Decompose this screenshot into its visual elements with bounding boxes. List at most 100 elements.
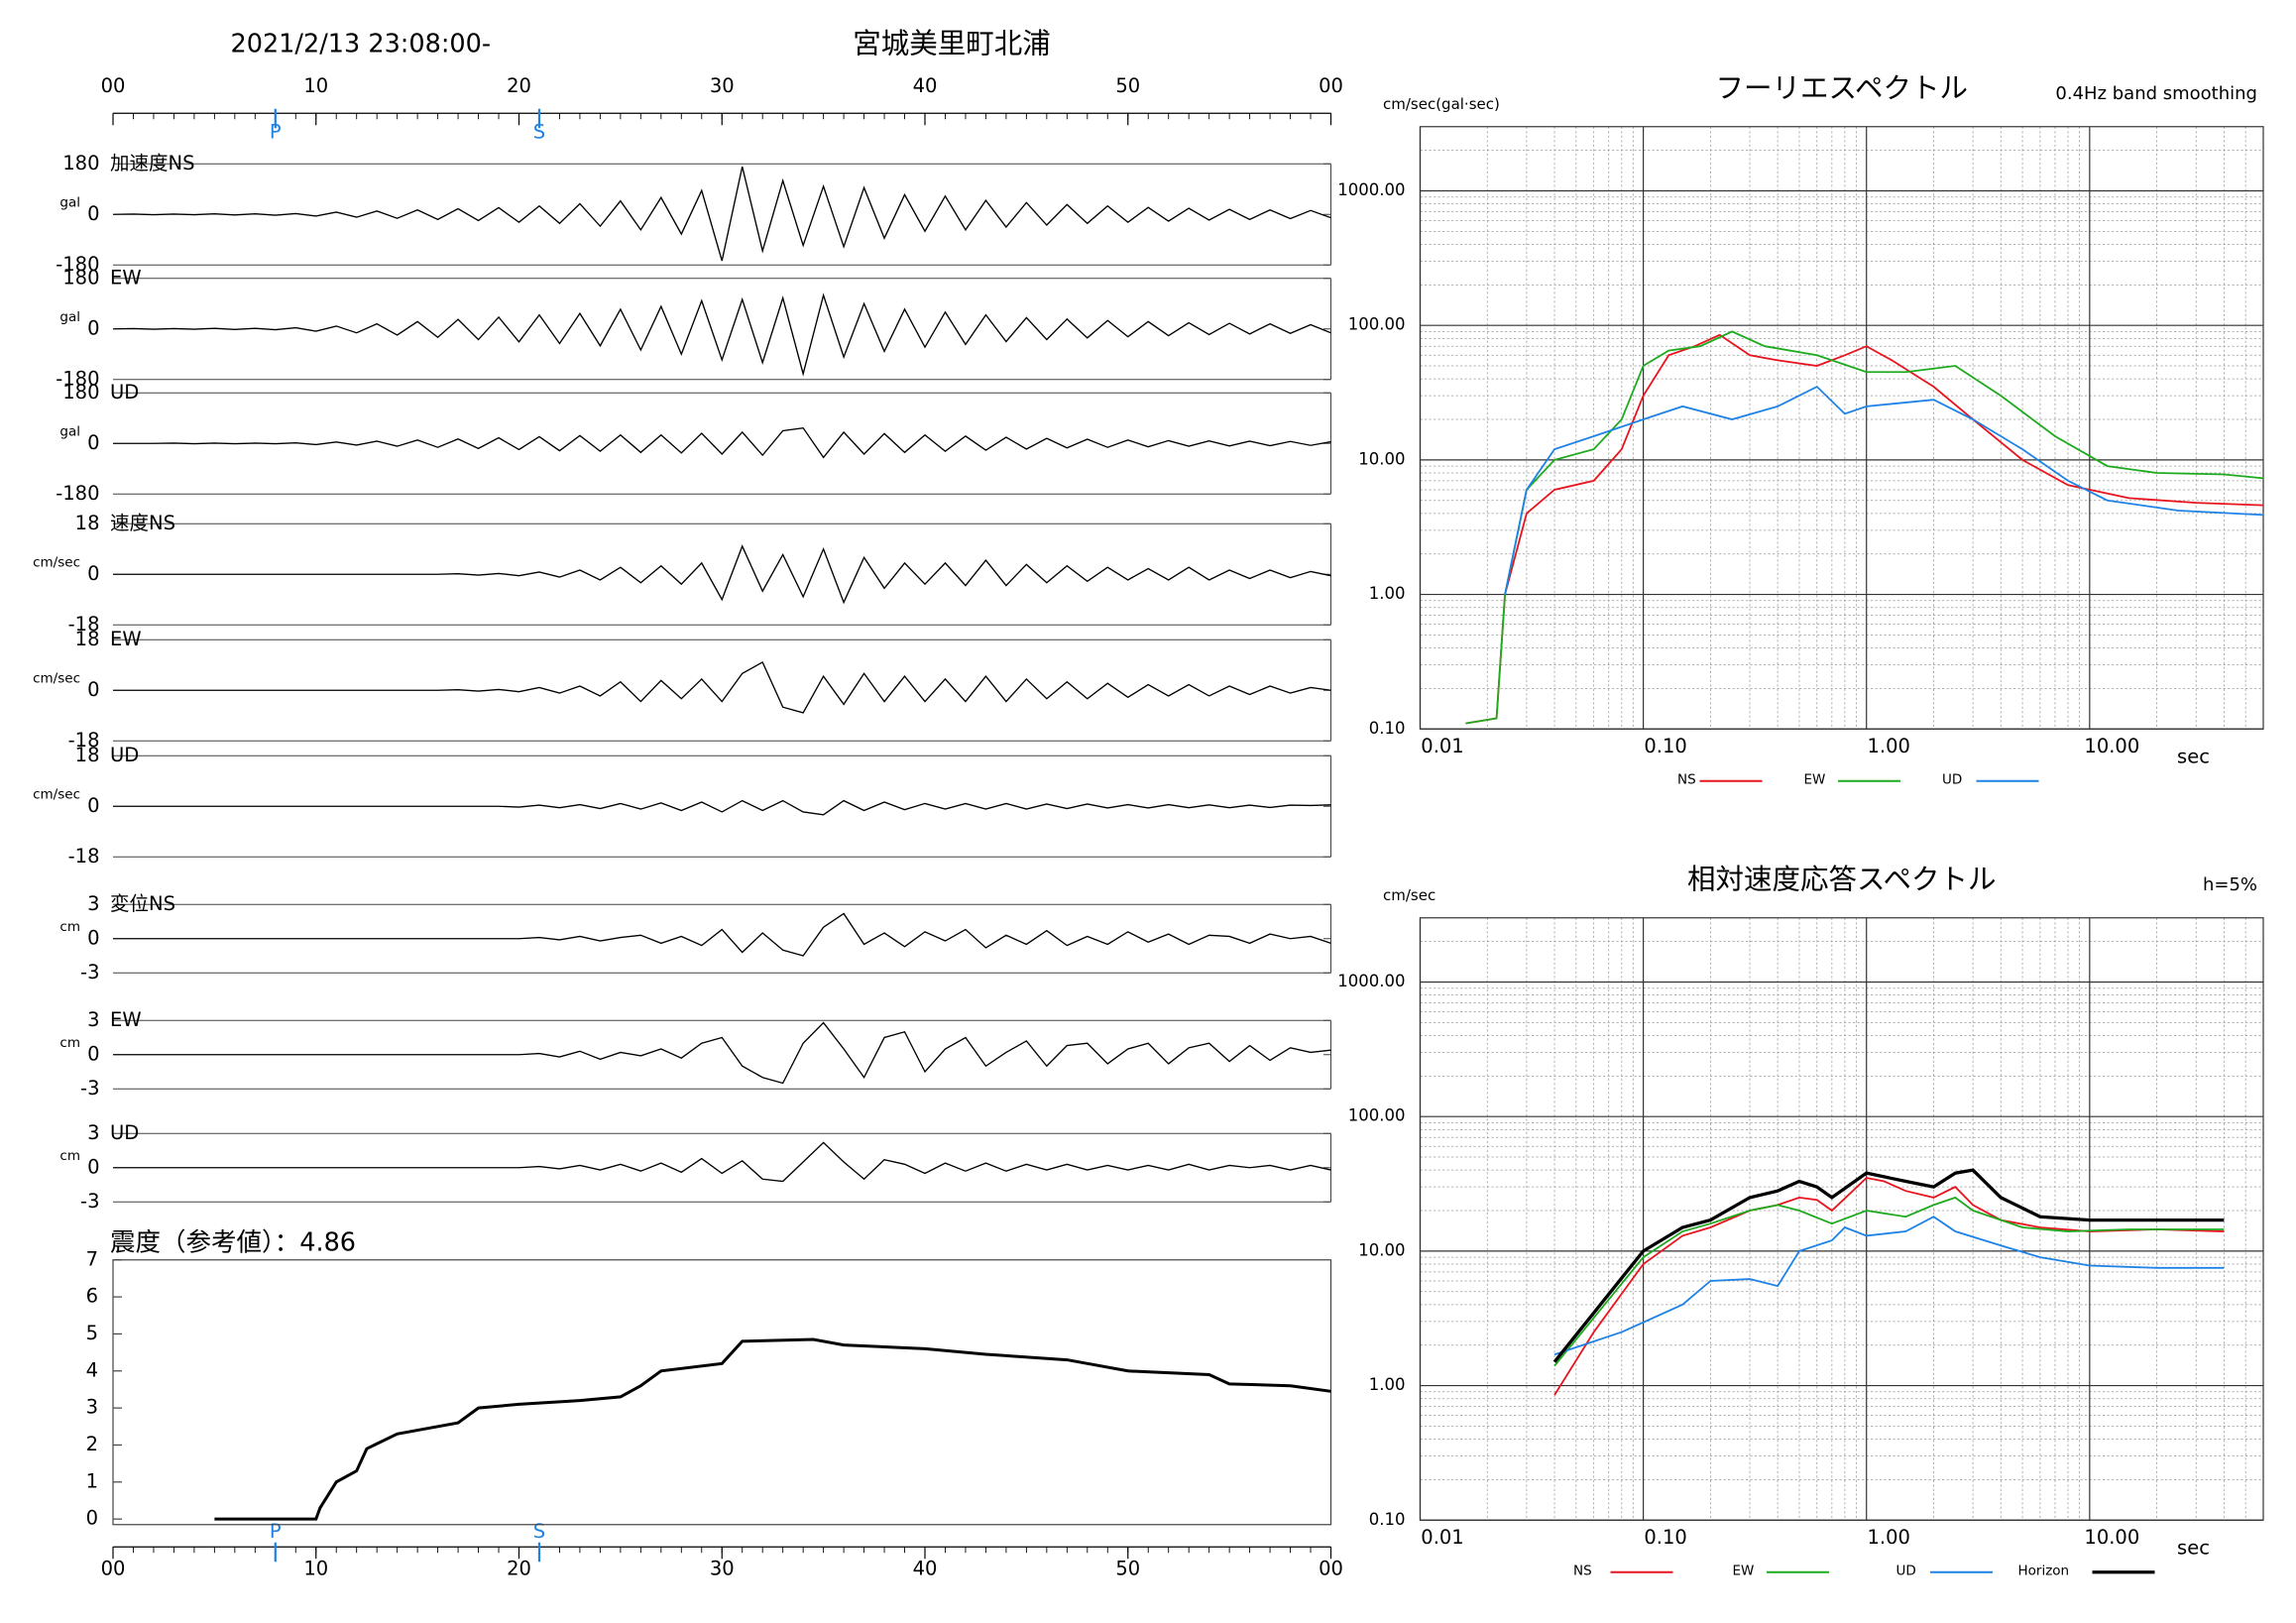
y-tick-label: 100.00 <box>1348 315 1406 334</box>
y-tick-label: 0.10 <box>1369 1510 1406 1529</box>
y-tick-label: 0 <box>86 1507 98 1530</box>
y-unit: cm <box>59 919 80 935</box>
x-tick-label: 40 <box>913 74 938 97</box>
panel-title: 加速度NS <box>110 152 194 174</box>
phase-label: S <box>533 120 545 143</box>
legend-label: UD <box>1942 771 1962 787</box>
legend-label: EW <box>1733 1563 1755 1578</box>
y-tick-label: 18 <box>75 744 100 766</box>
x-tick-label: 1.00 <box>1868 735 1910 757</box>
legend-label: NS <box>1573 1563 1592 1578</box>
x-tick-label: 50 <box>1115 1557 1140 1579</box>
y-tick-label: -3 <box>80 1077 99 1100</box>
waveform <box>113 544 1331 605</box>
x-axis-label: sec <box>2177 1536 2210 1559</box>
waveform <box>112 292 1331 377</box>
legend-label: Horizon <box>2018 1563 2070 1578</box>
y-unit: gal <box>59 423 80 439</box>
spectrum-line <box>1553 1196 2225 1367</box>
intensity-line <box>214 1337 1331 1521</box>
x-tick-label: 10.00 <box>2084 735 2139 757</box>
y-tick-label: 5 <box>86 1322 98 1344</box>
panel-frame <box>112 1259 1332 1526</box>
waveform <box>113 1021 1331 1085</box>
y-tick-label: 0.10 <box>1369 719 1406 738</box>
panel-title: 震度（参考値）：4.86 <box>110 1227 356 1257</box>
y-tick-label: -180 <box>56 482 99 505</box>
spectrum-line <box>1504 385 2264 595</box>
y-tick-label: 0 <box>87 678 99 701</box>
station-name: 宮城美里町北浦 <box>853 27 1051 59</box>
x-tick-label: 20 <box>507 1557 531 1579</box>
y-tick-label: 0 <box>87 926 99 949</box>
x-tick-label: 30 <box>710 74 735 97</box>
y-tick-label: 3 <box>86 1396 98 1419</box>
x-axis-label: sec <box>2177 745 2210 767</box>
x-tick-label: 00 <box>1319 74 1343 97</box>
y-tick-label: 0 <box>87 1042 99 1065</box>
y-unit: gal <box>59 194 80 210</box>
spectrum-line <box>1553 1216 2225 1356</box>
waveform <box>113 426 1331 459</box>
y-unit: cm/sec <box>33 670 80 686</box>
x-tick-label: 0.01 <box>1421 735 1463 757</box>
x-tick-label: 50 <box>1115 74 1140 97</box>
y-tick-label: 4 <box>86 1358 98 1381</box>
spectrum-line <box>1465 333 2264 725</box>
x-tick-label: 0.10 <box>1644 1526 1686 1549</box>
y-tick-label: 1000.00 <box>1337 180 1405 199</box>
spectrum-line <box>1552 1168 2225 1363</box>
x-tick-label: 0.10 <box>1644 735 1686 757</box>
panel-title: UD <box>110 744 139 766</box>
y-tick-label: 0 <box>87 1155 99 1178</box>
y-tick-label: 6 <box>86 1285 98 1308</box>
legend-label: UD <box>1896 1563 1916 1578</box>
legend-label: EW <box>1804 771 1826 787</box>
panel-title: 速度NS <box>110 512 175 534</box>
x-tick-label: 30 <box>710 1557 735 1579</box>
y-unit: cm/sec <box>33 554 80 570</box>
phase-label: S <box>533 1520 545 1543</box>
x-tick-label: 10.00 <box>2084 1526 2139 1549</box>
panel-title: EW <box>110 1008 142 1031</box>
x-tick-label: 00 <box>101 1557 126 1579</box>
y-tick-label: -3 <box>80 961 99 984</box>
y-tick-label: 1.00 <box>1369 1375 1406 1394</box>
panel-title: UD <box>110 381 139 404</box>
waveform <box>113 1141 1331 1183</box>
y-tick-label: -18 <box>68 613 100 636</box>
waveform <box>112 166 1331 262</box>
chart-title: フーリエスペクトル <box>1715 71 1968 104</box>
y-tick-label: 0 <box>87 431 99 454</box>
y-unit: cm/sec <box>33 786 80 802</box>
y-axis-label: cm/sec(gal·sec) <box>1383 95 1500 113</box>
panel-title: 変位NS <box>110 892 175 915</box>
y-tick-label: 100.00 <box>1348 1106 1406 1125</box>
y-axis-label: cm/sec <box>1383 886 1435 904</box>
x-tick-label: 00 <box>101 74 126 97</box>
panel-title: EW <box>110 628 142 650</box>
y-unit: cm <box>59 1035 80 1051</box>
y-tick-label: 180 <box>62 152 99 174</box>
waveform <box>113 912 1331 957</box>
phase-label: P <box>270 120 282 143</box>
y-tick-label: -3 <box>80 1190 99 1213</box>
y-tick-label: 10.00 <box>1358 1240 1405 1259</box>
y-unit: gal <box>59 309 80 325</box>
plot-frame <box>1419 126 2264 730</box>
y-tick-label: 10.00 <box>1358 449 1405 468</box>
y-tick-label: 1000.00 <box>1337 972 1405 990</box>
y-tick-label: -180 <box>56 253 99 276</box>
y-tick-label: 1 <box>86 1469 98 1492</box>
chart-subtitle: 0.4Hz band smoothing <box>2055 83 2257 104</box>
datetime: 2021/2/13 23:08:00- <box>231 29 492 58</box>
y-tick-label: 0 <box>87 562 99 585</box>
x-tick-label: 10 <box>303 1557 328 1579</box>
y-unit: cm <box>59 1148 80 1164</box>
y-tick-label: 18 <box>75 512 100 534</box>
y-tick-label: 0 <box>87 316 99 339</box>
y-tick-label: 180 <box>62 381 99 404</box>
y-tick-label: 7 <box>86 1247 98 1270</box>
legend-label: NS <box>1677 771 1696 787</box>
